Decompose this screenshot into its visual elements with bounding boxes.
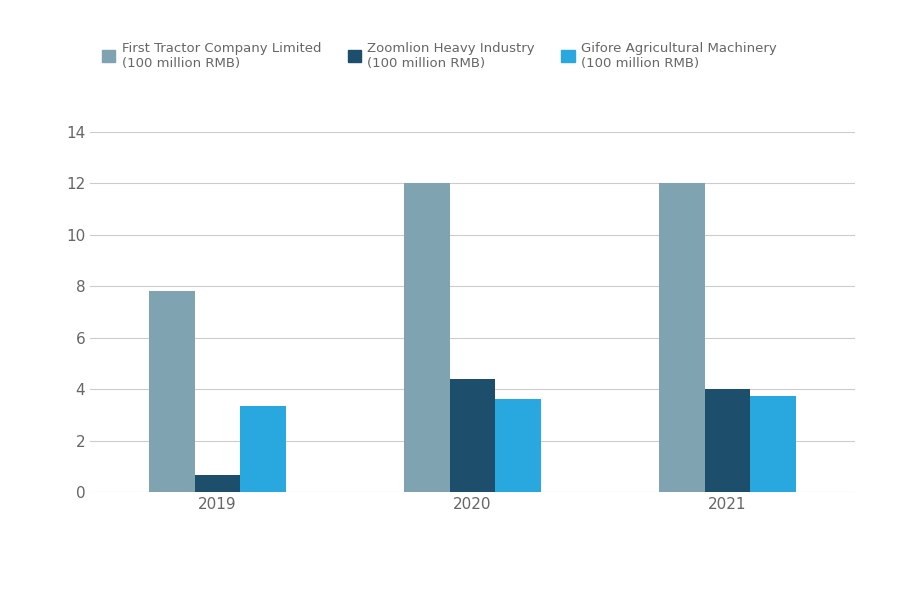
Bar xyxy=(403,184,450,492)
Bar xyxy=(194,475,240,492)
Bar xyxy=(450,379,496,492)
Bar xyxy=(659,184,705,492)
Bar xyxy=(751,395,797,492)
Bar xyxy=(495,400,542,492)
Bar xyxy=(705,389,751,492)
Bar xyxy=(148,292,194,492)
Legend: First Tractor Company Limited
(100 million RMB), Zoomlion Heavy Industry
(100 mi: First Tractor Company Limited (100 milli… xyxy=(96,37,782,75)
Bar xyxy=(240,406,286,492)
